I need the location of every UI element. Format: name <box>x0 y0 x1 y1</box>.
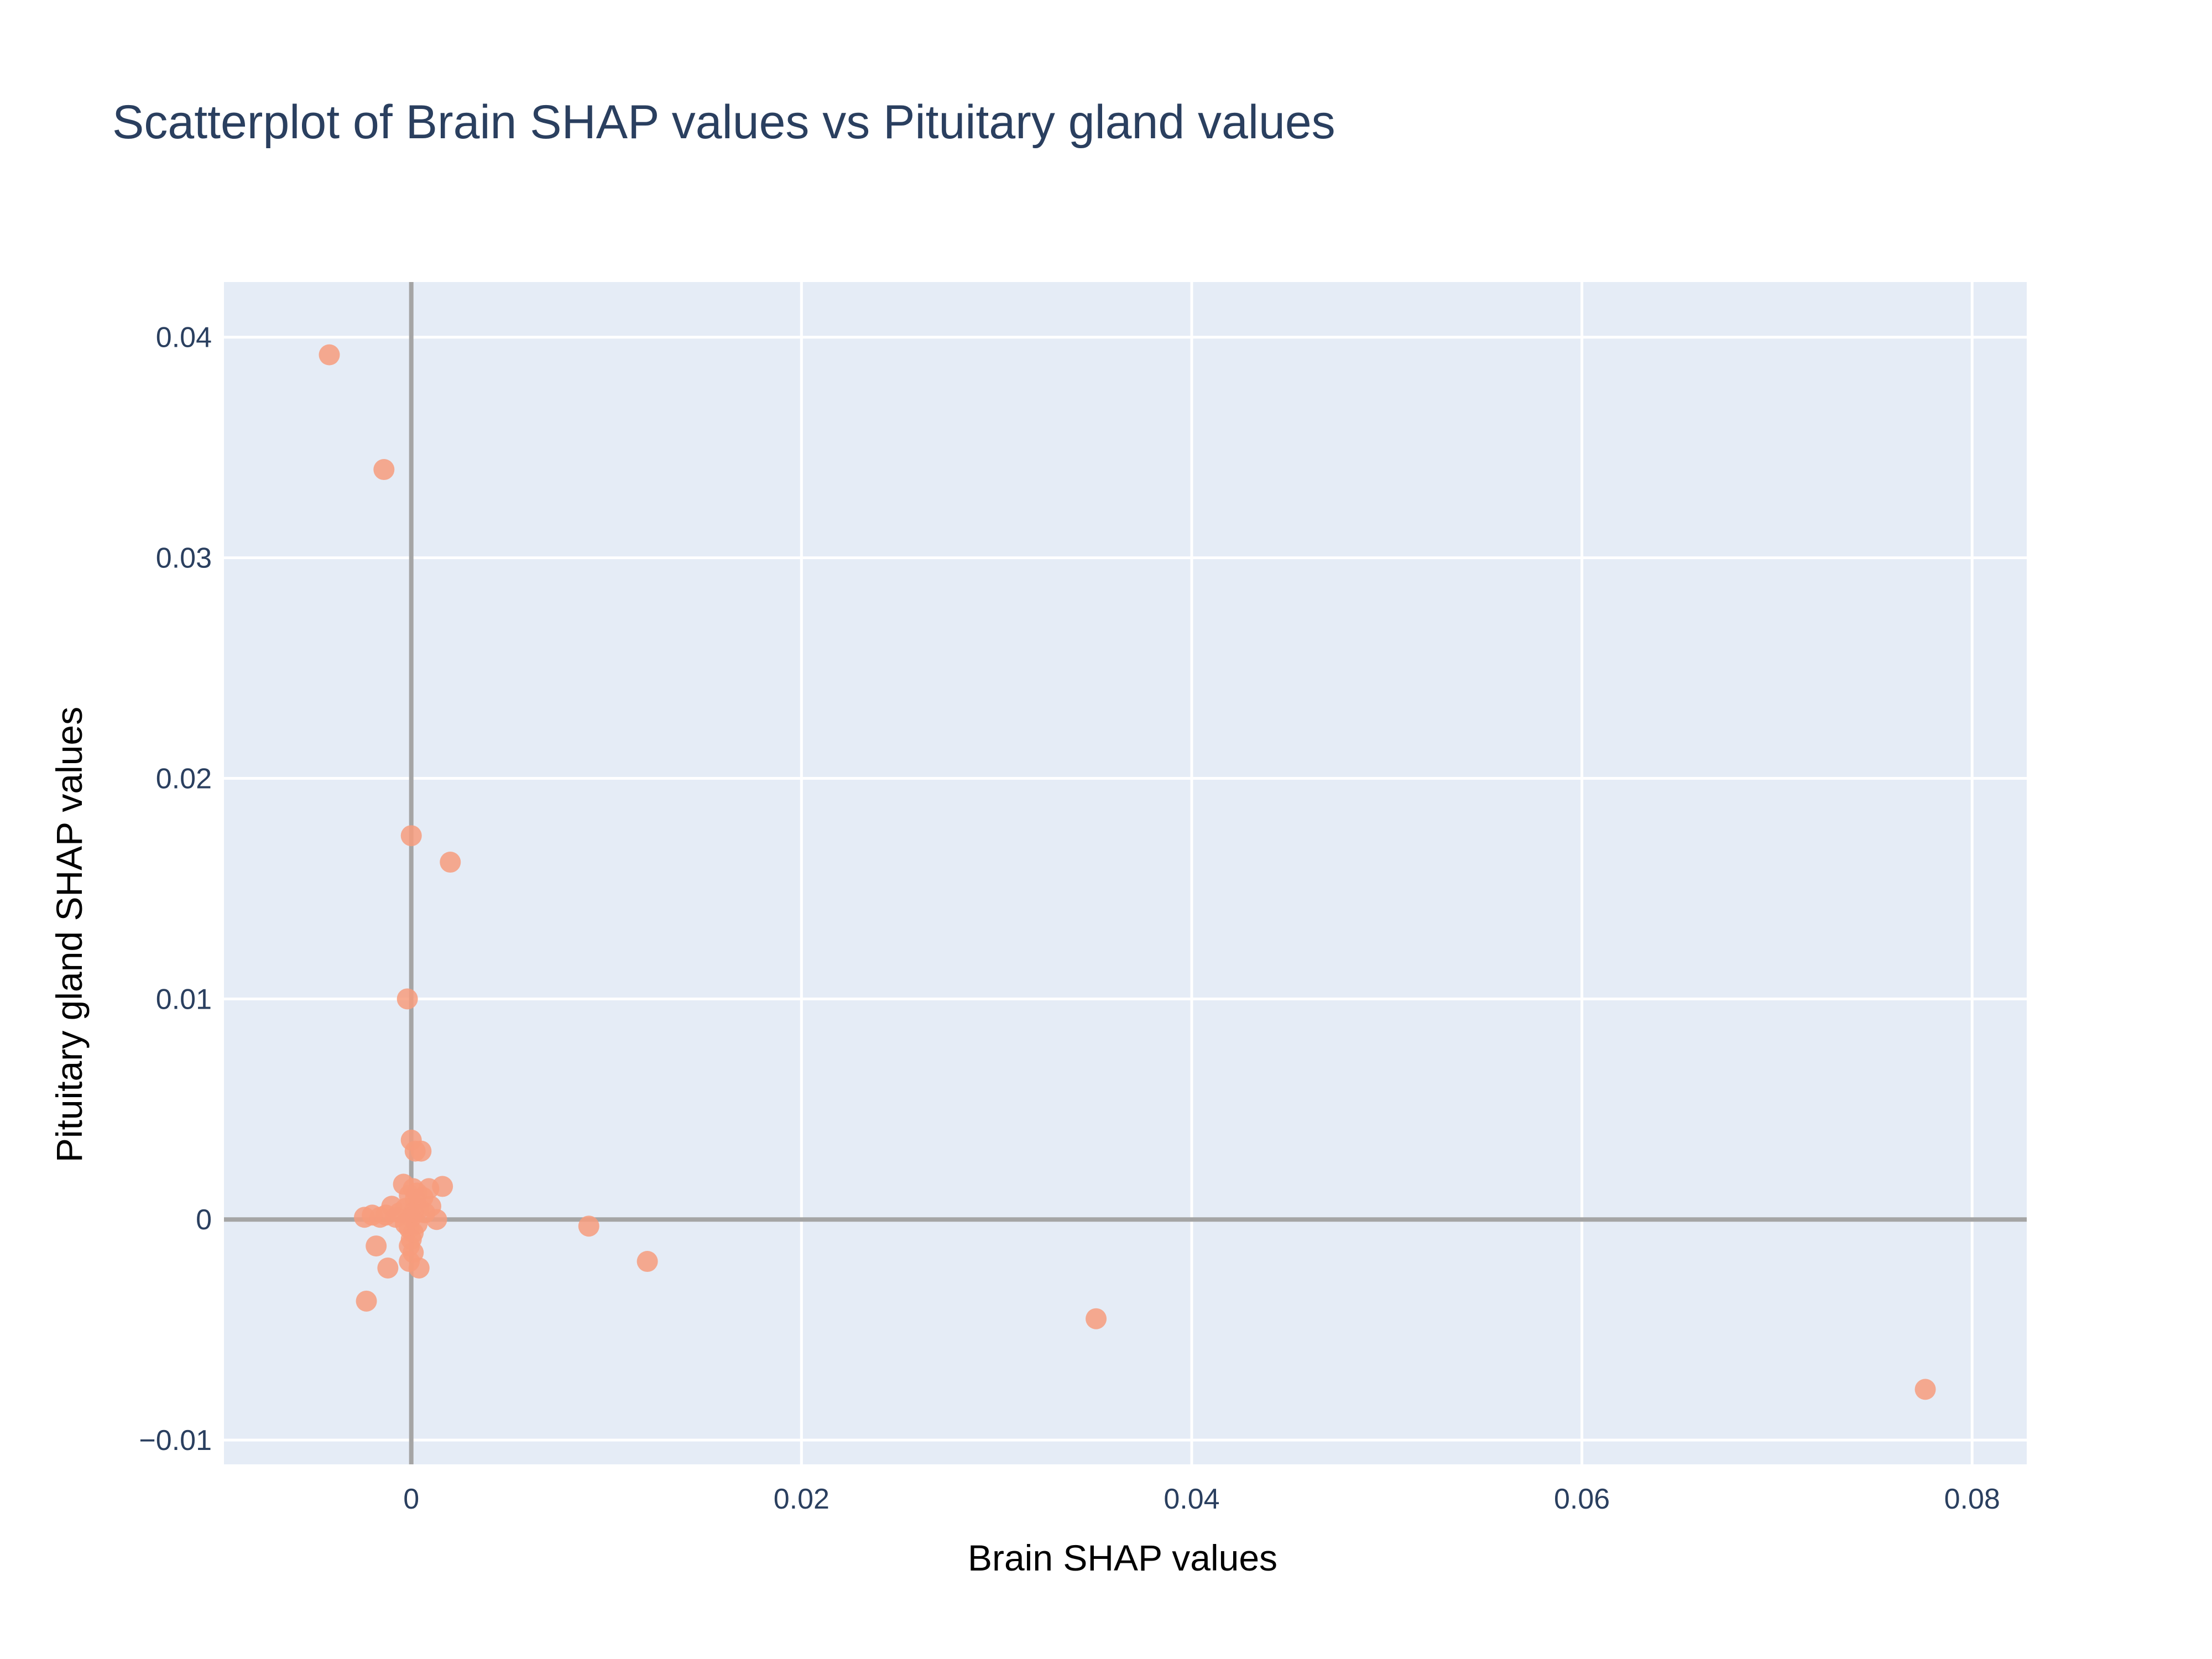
data-point[interactable] <box>369 1207 391 1228</box>
data-point[interactable] <box>354 1207 375 1228</box>
data-point[interactable] <box>356 1290 377 1312</box>
x-tick-label: 0.02 <box>774 1483 830 1515</box>
y-tick-label: 0 <box>196 1204 212 1236</box>
data-point[interactable] <box>426 1209 447 1230</box>
data-point[interactable] <box>400 825 422 847</box>
x-axis-title: Brain SHAP values <box>968 1537 1277 1578</box>
y-axis-title: Pituitary gland SHAP values <box>49 707 90 1162</box>
data-point[interactable] <box>637 1251 658 1272</box>
data-point[interactable] <box>319 344 340 366</box>
x-tick-labels: 0 0.02 0.04 0.06 0.08 <box>403 1483 2000 1515</box>
data-point[interactable] <box>578 1215 599 1237</box>
data-point[interactable] <box>1914 1379 1936 1400</box>
grid-layer <box>224 282 2027 1464</box>
y-tick-label: 0.02 <box>156 763 212 795</box>
plot-area <box>224 282 2027 1464</box>
y-tick-labels: −0.01 0 0.01 0.02 0.03 0.04 <box>139 322 212 1457</box>
chart-title: Scatterplot of Brain SHAP values vs Pitu… <box>112 96 1335 149</box>
data-points <box>319 344 1936 1400</box>
y-tick-label: −0.01 <box>139 1425 212 1457</box>
data-point[interactable] <box>1086 1308 1107 1329</box>
y-tick-label: 0.03 <box>156 542 212 575</box>
data-point[interactable] <box>366 1235 387 1257</box>
data-point[interactable] <box>397 988 418 1010</box>
x-tick-label: 0.04 <box>1164 1483 1219 1515</box>
y-tick-label: 0.01 <box>156 983 212 1015</box>
data-point[interactable] <box>410 1140 432 1162</box>
data-point[interactable] <box>373 459 395 481</box>
x-tick-label: 0.06 <box>1554 1483 1610 1515</box>
x-tick-label: 0.08 <box>1944 1483 2000 1515</box>
x-tick-label: 0 <box>403 1483 419 1515</box>
y-tick-label: 0.04 <box>156 322 212 354</box>
data-point[interactable] <box>408 1257 430 1279</box>
data-point[interactable] <box>440 852 461 873</box>
data-point[interactable] <box>377 1257 399 1279</box>
